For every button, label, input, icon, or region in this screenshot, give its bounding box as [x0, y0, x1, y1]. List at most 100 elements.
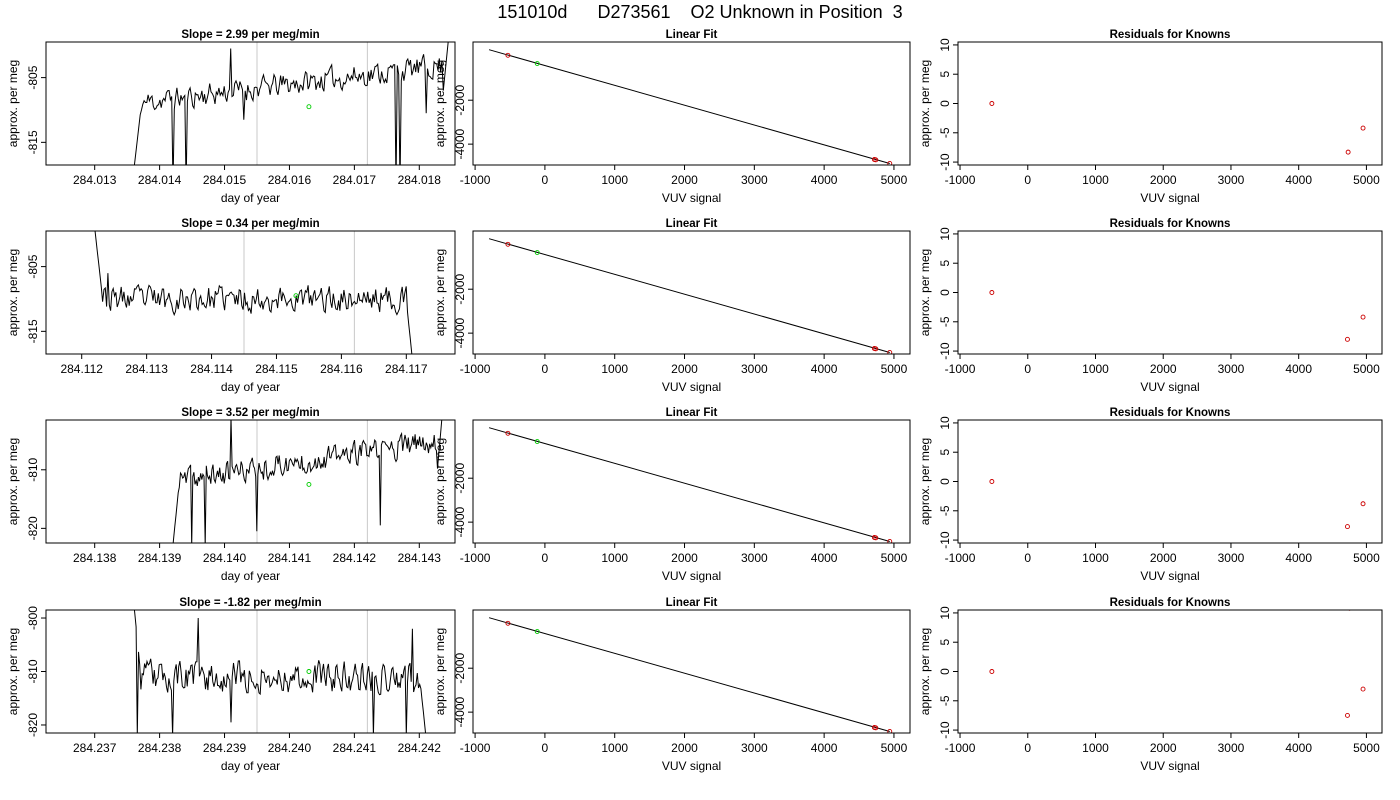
y-tick-label: -4000 — [453, 506, 467, 537]
x-tick-label: -1000 — [460, 551, 491, 565]
plot-frame — [472, 41, 911, 166]
y-tick-label: 0 — [938, 478, 952, 485]
y-tick-label: -2000 — [453, 463, 467, 494]
x-tick-label: 2000 — [671, 741, 698, 755]
y-tick-label: 10 — [938, 38, 952, 52]
plot-frame — [45, 419, 456, 544]
y-tick-label: 0 — [938, 100, 952, 107]
y-tick-label: -10 — [938, 531, 952, 549]
x-tick-label: 2000 — [671, 362, 698, 376]
plot-area — [488, 49, 893, 165]
y-axis-label: approx. per meg — [6, 438, 20, 525]
x-tick-label: -1000 — [945, 741, 976, 755]
x-tick-label: 3000 — [741, 551, 768, 565]
x-tick-label: 284.013 — [73, 173, 117, 187]
x-tick-label: 0 — [542, 741, 549, 755]
x-tick-label: 284.140 — [203, 551, 247, 565]
unknown-point — [534, 439, 540, 444]
residuals-panel-4: -1000 0 1000 2000 3000 4000 5000 10 5 0 -5 -10 Resid… — [918, 597, 1383, 773]
panel-title: Slope = 0.34 per meg/min — [181, 218, 319, 230]
known-point — [505, 52, 511, 58]
x-tick-label: -1000 — [460, 741, 491, 755]
known-point — [989, 669, 995, 674]
y-tick-label: -5 — [938, 505, 952, 516]
x-tick-label: 1000 — [601, 741, 628, 755]
x-tick-label: 3000 — [1218, 173, 1245, 187]
trace-panel-3: 284.138 284.139 284.140 284.141 284.142 284.1… — [6, 407, 456, 583]
unknown-point — [534, 629, 540, 634]
x-tick-label: 5000 — [881, 741, 908, 755]
x-tick-label: 284.142 — [333, 551, 377, 565]
x-tick-label: 284.018 — [398, 173, 442, 187]
x-tick-label: -1000 — [460, 362, 491, 376]
y-tick-label: -815 — [26, 319, 40, 343]
known-point — [989, 101, 995, 106]
x-axis-label: VUV signal — [662, 191, 721, 205]
x-tick-label: 284.138 — [73, 551, 117, 565]
plot-area — [989, 479, 1366, 530]
x-tick-label: 5000 — [1353, 362, 1380, 376]
plot-area — [989, 290, 1366, 342]
x-tick-label: 284.241 — [333, 741, 377, 755]
y-tick-label: -820 — [26, 516, 40, 540]
x-tick-label: 284.016 — [268, 173, 312, 187]
y-tick-label: -4000 — [453, 317, 467, 348]
y-tick-label: -4000 — [453, 128, 467, 159]
unknown-point — [306, 481, 312, 487]
plot-frame — [45, 230, 456, 355]
x-axis-label: VUV signal — [662, 380, 721, 394]
linear-fit-panel-1: -1000 0 1000 2000 3000 4000 5000 -2000 -4000 Line… — [433, 29, 911, 205]
y-tick-label: -10 — [938, 153, 952, 171]
x-tick-label: 1000 — [601, 362, 628, 376]
signal-trace — [133, 42, 449, 165]
x-tick-label: 284.117 — [385, 362, 428, 376]
x-tick-label: 2000 — [1150, 741, 1177, 755]
x-tick-label: 1000 — [1082, 362, 1109, 376]
x-axis-label: day of year — [221, 569, 280, 583]
x-tick-label: 284.114 — [190, 362, 233, 376]
known-point — [505, 430, 511, 436]
plot-area — [133, 42, 449, 165]
x-tick-label: 284.242 — [398, 741, 442, 755]
signal-trace — [133, 610, 427, 733]
unknown-point — [306, 669, 312, 674]
y-axis-label: approx. per meg — [433, 628, 447, 715]
known-point — [505, 620, 511, 626]
x-tick-label: -1000 — [945, 551, 976, 565]
known-point — [887, 161, 893, 165]
panel-title: Slope = 3.52 per meg/min — [181, 407, 319, 419]
known-point — [1345, 524, 1350, 530]
x-tick-label: 1000 — [601, 551, 628, 565]
x-tick-label: 284.115 — [255, 362, 298, 376]
x-tick-label: 0 — [1024, 741, 1031, 755]
x-tick-label: 284.238 — [138, 741, 182, 755]
x-tick-label: 3000 — [1218, 551, 1245, 565]
panel-title: Linear Fit — [666, 218, 718, 230]
y-tick-label: -810 — [26, 659, 40, 683]
x-tick-label: 2000 — [1150, 173, 1177, 187]
x-tick-label: 5000 — [881, 551, 908, 565]
plot-area — [488, 238, 893, 354]
panel-title: Linear Fit — [666, 29, 718, 41]
known-point — [1360, 686, 1366, 692]
x-tick-label: 4000 — [811, 173, 838, 187]
x-axis-label: VUV signal — [662, 759, 721, 773]
y-tick-label: -10 — [938, 721, 952, 739]
x-tick-label: 0 — [542, 173, 549, 187]
x-tick-label: 4000 — [1285, 741, 1312, 755]
plot-area — [989, 101, 1366, 155]
plot-frame — [45, 41, 456, 166]
x-tick-label: 5000 — [1353, 741, 1380, 755]
y-tick-label: 5 — [938, 449, 952, 456]
plot-frame — [472, 230, 911, 355]
x-tick-label: 284.113 — [125, 362, 168, 376]
signal-trace — [94, 231, 413, 354]
panel-title: Residuals for Knowns — [1110, 218, 1231, 230]
x-tick-label: 284.112 — [60, 362, 103, 376]
x-tick-label: 1000 — [1082, 551, 1109, 565]
x-tick-label: 5000 — [881, 173, 908, 187]
x-axis-label: VUV signal — [1140, 191, 1199, 205]
known-point — [873, 346, 879, 352]
x-tick-label: 2000 — [1150, 551, 1177, 565]
